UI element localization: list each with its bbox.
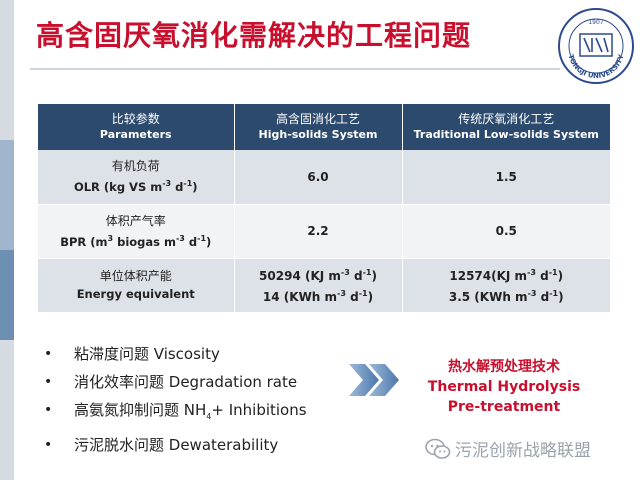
watermark-text: 污泥创新战略联盟	[455, 441, 591, 461]
traditional-value: 1.5	[402, 150, 610, 205]
left-bar-segment	[0, 250, 14, 340]
traditional-value: 12574(KJ m-3 d-1) 3.5 (KWh m-3 d-1)	[402, 258, 610, 313]
bullet-dot: •	[44, 346, 53, 362]
param-zh: 体积产气率	[105, 213, 166, 228]
header-high-solids: 高含固消化工艺 High-solids System	[234, 104, 403, 150]
param-en: Energy equivalent	[76, 287, 195, 301]
comparison-table: 比较参数 Parameters 高含固消化工艺 High-solids Syst…	[38, 104, 610, 313]
tongji-university-seal-icon: TONGJI UNIVERSITY 1907	[558, 8, 634, 84]
param-zh: 有机负荷	[111, 159, 160, 174]
header-parameters: 比较参数 Parameters	[38, 104, 235, 150]
header-en: Traditional Low-solids System	[413, 128, 599, 141]
table-row: 单位体积产能 Energy equivalent 50294 (KJ m-3 d…	[38, 258, 610, 313]
table-row: 体积产气率 BPR (m3 biogas m-3 d-1) 2.2 0.5	[38, 204, 610, 259]
left-bar-segment	[0, 140, 14, 250]
header-zh: 传统厌氧消化工艺	[458, 112, 555, 126]
bullet-dot: •	[44, 402, 53, 418]
traditional-value: 0.5	[402, 204, 610, 259]
slide-title: 高含固厌氧消化需解决的工程问题	[36, 19, 472, 52]
bullet-dot: •	[44, 374, 53, 390]
param-en: OLR (kg VS m-3 d-1)	[73, 179, 198, 195]
param-cell: 单位体积产能 Energy equivalent	[38, 258, 235, 313]
list-item: • 污泥脱水问题 Dewaterability	[44, 431, 307, 459]
header-en: Parameters	[99, 128, 172, 141]
table-row: 有机负荷 OLR (kg VS m-3 d-1) 6.0 1.5	[38, 150, 610, 205]
table-header-row: 比较参数 Parameters 高含固消化工艺 High-solids Syst…	[38, 104, 610, 150]
left-bar-segment	[0, 0, 14, 140]
param-cell: 体积产气率 BPR (m3 biogas m-3 d-1)	[38, 204, 235, 259]
bullet-dot: •	[44, 437, 53, 453]
list-item: • 消化效率问题 Degradation rate	[44, 368, 307, 396]
header-traditional: 传统厌氧消化工艺 Traditional Low-solids System	[402, 104, 610, 150]
logo-year: 1907	[588, 19, 603, 26]
high-solids-value: 6.0	[234, 150, 403, 205]
list-item: • 高氨氮抑制问题 NH4+ Inhibitions	[44, 396, 307, 431]
header-zh: 比较参数	[111, 112, 160, 126]
thermal-en-line1: Thermal Hydrolysis	[427, 379, 581, 395]
thermal-en-line2: Pre-treatment	[447, 399, 561, 415]
header-zh: 高含固消化工艺	[275, 112, 360, 126]
thermal-zh: 热水解预处理技术	[448, 359, 560, 375]
header-en: High-solids System	[258, 128, 378, 141]
param-zh: 单位体积产能	[99, 269, 172, 283]
double-chevron-right-icon	[349, 364, 399, 396]
thermal-hydrolysis-label: 热水解预处理技术 Thermal Hydrolysis Pre-treatmen…	[414, 357, 594, 417]
high-solids-value: 50294 (KJ m-3 d-1) 14 (KWh m-3 d-1)	[234, 258, 403, 313]
left-bar-segment	[0, 340, 14, 480]
list-item: • 粘滞度问题 Viscosity	[44, 340, 307, 368]
wechat-icon	[425, 438, 451, 459]
param-en: BPR (m3 biogas m-3 d-1)	[60, 233, 212, 249]
title-divider	[30, 68, 560, 70]
high-solids-value: 2.2	[234, 204, 403, 259]
param-cell: 有机负荷 OLR (kg VS m-3 d-1)	[38, 150, 235, 205]
watermark: 污泥创新战略联盟	[425, 436, 591, 461]
left-decorative-bar	[0, 0, 14, 480]
issues-list: • 粘滞度问题 Viscosity • 消化效率问题 Degradation rat…	[44, 340, 307, 459]
